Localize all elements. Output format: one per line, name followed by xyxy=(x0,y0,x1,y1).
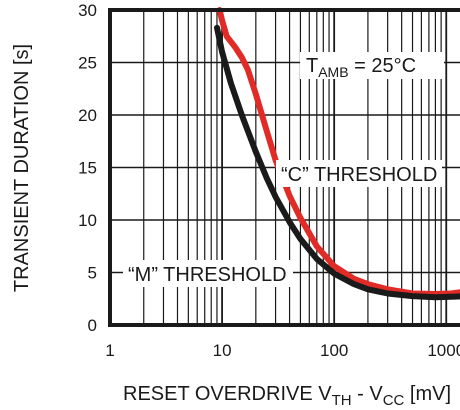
m-threshold-label-bg xyxy=(123,260,293,287)
m-threshold-annotation: “M” THRESHOLD xyxy=(128,264,287,286)
x-tick-label: 1 xyxy=(105,341,114,360)
plot-frame xyxy=(108,8,460,327)
y-tick-label: 25 xyxy=(78,54,97,73)
x-axis-label: RESET OVERDRIVE VTH - VCC [mV] xyxy=(123,383,451,409)
y-tick-label: 5 xyxy=(88,264,97,283)
series-group xyxy=(214,7,460,301)
y-tick-labels: 0 5 10 15 20 25 30 xyxy=(78,1,97,335)
c-threshold-annotation: “C” THRESHOLD xyxy=(281,164,437,186)
x-tick-label: 100 xyxy=(320,341,348,360)
y-tick-label: 0 xyxy=(88,316,97,335)
y-tick-label: 15 xyxy=(78,159,97,178)
y-tick-label: 10 xyxy=(78,211,97,230)
c-threshold-label-bg xyxy=(276,160,442,187)
x-tick-label: 1000 xyxy=(427,341,460,360)
y-axis-label: TRANSIENT DURATION [s] xyxy=(11,44,33,292)
tamb-label-bg xyxy=(300,52,444,79)
series-line-1 xyxy=(214,24,460,301)
tamb-annotation: TAMB = 25°C xyxy=(306,55,416,80)
x-tick-labels: 1 10 100 1000 xyxy=(105,341,460,360)
y-tick-label: 30 xyxy=(78,1,97,20)
x-tick-label: 10 xyxy=(213,341,232,360)
y-tick-label: 20 xyxy=(78,106,97,125)
